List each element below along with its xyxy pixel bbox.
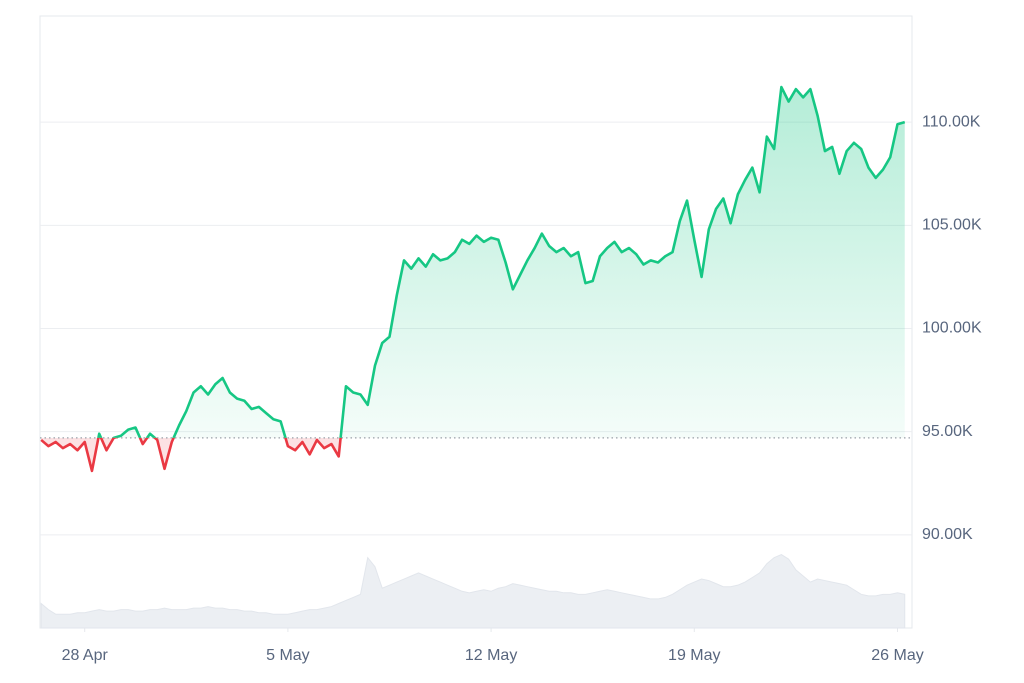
price-area-down	[41, 437, 341, 471]
y-tick-label: 95.00K	[922, 423, 973, 440]
x-tick-label: 5 May	[266, 647, 310, 664]
price-area-up	[41, 87, 905, 438]
y-tick-label: 105.00K	[922, 217, 982, 234]
x-tick-label: 19 May	[668, 647, 720, 664]
y-tick-label: 100.00K	[922, 320, 982, 337]
x-tick-label: 12 May	[465, 647, 517, 664]
volume-layer	[40, 553, 906, 629]
volume-area	[40, 553, 906, 629]
y-tick-label: 110.00K	[922, 113, 981, 130]
price-line-up	[97, 85, 906, 438]
price-layer	[40, 85, 912, 473]
y-tick-label: 90.00K	[922, 526, 973, 543]
x-tick-label: 28 Apr	[62, 647, 109, 664]
x-tick-label: 26 May	[871, 647, 923, 664]
labels-layer: 90.00K 95.00K 100.00K 105.00K 110.00K 28 Apr 5…	[62, 113, 982, 664]
